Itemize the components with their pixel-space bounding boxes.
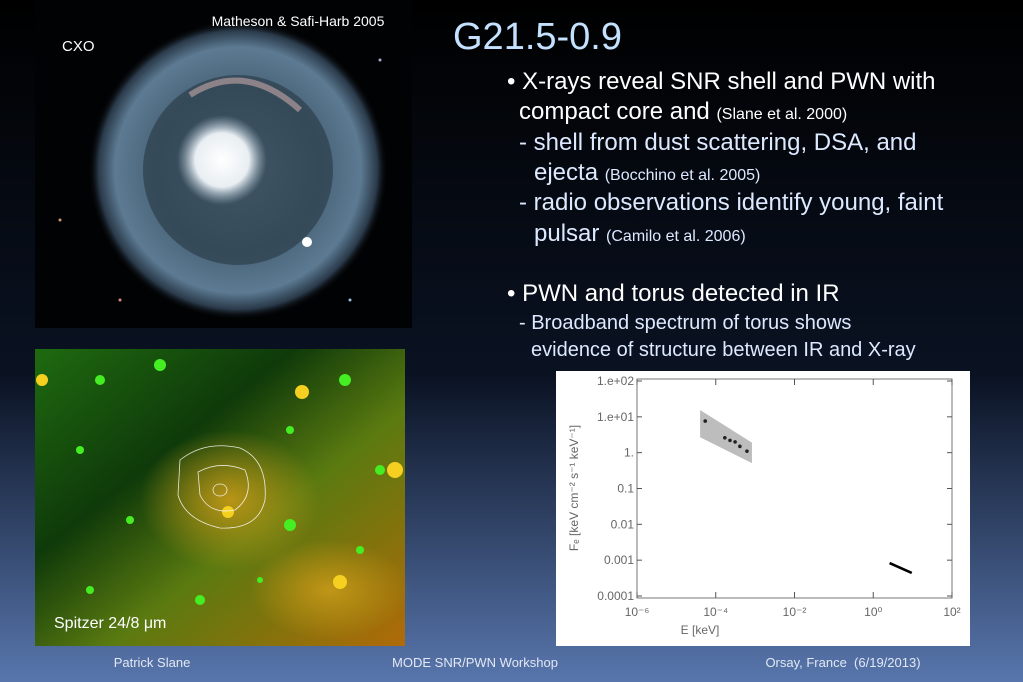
y-tick-label: 0.001 — [604, 553, 634, 567]
spectrum-chart: E [keV] Fₑ [keV cm⁻² s⁻¹ keV⁻¹] 1.e+02 1.… — [556, 371, 970, 646]
data-point — [733, 440, 737, 444]
x-tick-label: 10⁰ — [864, 605, 882, 619]
sub-bullet-line: evidence of structure between IR and X-r… — [531, 339, 916, 361]
data-point — [723, 435, 727, 440]
image-label: Spitzer 24/8 μm — [54, 615, 166, 632]
y-tick-label: 0.1 — [617, 482, 634, 496]
data-point — [745, 449, 749, 453]
x-axis-label: E [keV] — [681, 623, 720, 637]
slide-title: G21.5-0.9 — [453, 16, 622, 58]
sub-bullet: - Broadband spectrum of torus shows — [519, 312, 851, 334]
y-tick-label: 1.e+01 — [597, 410, 634, 424]
data-point — [728, 438, 732, 443]
x-tick-label: 10⁻⁴ — [703, 605, 728, 619]
y-tick-label: 1.e+02 — [597, 374, 634, 388]
bullet: • PWN and torus detected in IR — [507, 280, 840, 307]
data-point — [703, 419, 708, 423]
xray-spectrum — [889, 561, 913, 575]
y-tick-label: 1. — [624, 446, 634, 460]
footer-author: Patrick Slane — [114, 655, 191, 670]
data-point — [738, 444, 742, 449]
x-tick-label: 10⁻⁶ — [625, 605, 650, 619]
footer-place-date: Orsay, France (6/19/2013) — [765, 655, 920, 670]
sub-bullet-line: ejecta (Bocchino et al. 2005) — [534, 159, 760, 186]
image-label: CXO — [62, 38, 95, 55]
x-tick-label: 10² — [943, 605, 960, 619]
y-axis-label: Fₑ [keV cm⁻² s⁻¹ keV⁻¹] — [567, 425, 581, 551]
bullet: • X-rays reveal SNR shell and PWN with — [507, 68, 936, 95]
spitzer-image: Spitzer 24/8 μm — [35, 349, 410, 646]
sub-bullet: - radio observations identify young, fai… — [519, 189, 944, 216]
x-tick-label: 10⁻² — [783, 605, 807, 619]
bullet-line: compact core and (Slane et al. 2000) — [519, 98, 847, 125]
sub-bullet-line: pulsar (Camilo et al. 2006) — [534, 220, 746, 247]
footer-event: MODE SNR/PWN Workshop — [392, 655, 558, 670]
sub-bullet: - shell from dust scattering, DSA, and — [519, 129, 917, 156]
y-tick-label: 0.0001 — [597, 589, 634, 603]
cxo-image: Matheson & Safi-Harb 2005 CXO — [35, 0, 412, 328]
y-tick-label: 0.01 — [611, 517, 635, 531]
image-credit: Matheson & Safi-Harb 2005 — [212, 13, 385, 29]
